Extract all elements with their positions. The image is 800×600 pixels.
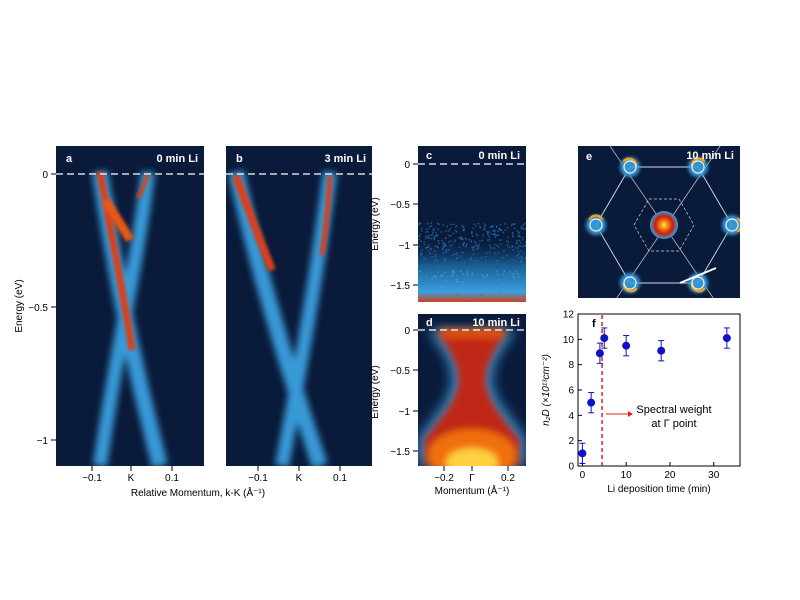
panel-d-letter: d (426, 317, 433, 329)
x-tick-label: 10 (621, 470, 633, 481)
x-tick-label: 30 (708, 470, 720, 481)
panel-f-marks (578, 314, 731, 466)
panel-b-x-tick: −0.1 (248, 473, 268, 484)
momentum-cut-line (679, 267, 717, 284)
panel-b-x-tick: K (296, 473, 303, 484)
panel-b-x-tick: 0.1 (333, 473, 347, 484)
panel-c-noise (418, 222, 526, 302)
panel-d-y-tick: 0 (404, 326, 410, 337)
panel-d-x-tick: −0.2 (434, 473, 454, 484)
y-tick-label: 2 (568, 436, 574, 447)
panel-a-x-tick: K (128, 473, 135, 484)
panel-b-x-axis: −0.1 K 0.1 (248, 466, 347, 484)
y-tick-label: 8 (568, 360, 574, 371)
panel-c-letter: c (426, 150, 432, 162)
panel-d-x-tick: Γ (469, 473, 475, 484)
panel-a-condition: 0 min Li (156, 153, 198, 165)
panel-a-x-tick: 0.1 (165, 473, 179, 484)
panel-c: c 0 min Li 0 −0.5 −1 −1.5 Energy (eV) (370, 146, 526, 302)
panel-b-letter: b (236, 153, 243, 165)
y-tick-label: 0 (568, 462, 574, 473)
panel-e-letter: e (586, 151, 592, 163)
panel-d-x-tick: 0.2 (501, 473, 515, 484)
data-point (600, 334, 609, 343)
data-point (595, 349, 604, 358)
panel-d-y-tick: −1 (399, 407, 411, 418)
panel-f: f 0 10 20 30 0 2 4 6 8 10 12 Spectral weight at Γ … (541, 310, 741, 495)
panel-d-y-axis: 0 −0.5 −1 −1.5 Energy (eV) (370, 326, 418, 458)
y-tick-label: 10 (563, 335, 575, 346)
panel-b-condition: 3 min Li (324, 153, 366, 165)
annotation-arrowhead (628, 411, 633, 417)
y-tick-label: 6 (568, 386, 574, 397)
panel-a-y-tick: 0 (42, 170, 48, 181)
panel-e-condition: 10 min Li (686, 150, 734, 162)
panel-d-y-tick: −0.5 (390, 366, 410, 377)
annotation-line-1: Spectral weight (636, 404, 711, 416)
panel-a-y-tick: −1 (37, 436, 49, 447)
panel-a-y-label: Energy (eV) (14, 279, 25, 332)
panel-a: a 0 min Li 0 −0.5 −1 Energy (eV) −0.1 K … (14, 146, 204, 484)
panel-b: b 3 min Li −0.1 K 0.1 (226, 146, 372, 484)
x-tick-label: 20 (664, 470, 676, 481)
panel-a-y-axis: 0 −0.5 −1 Energy (eV) (14, 170, 56, 447)
panel-c-y-tick: −0.5 (390, 200, 410, 211)
panel-c-y-tick: 0 (404, 160, 410, 171)
panel-c-y-tick: −1.5 (390, 281, 410, 292)
panel-f-y-label: n₂D (×10¹³cm⁻²) (541, 354, 552, 426)
panel-e: e 10 min Li (578, 146, 740, 298)
x-tick-label: 0 (580, 470, 586, 481)
panel-d: d 10 min Li 0 −0.5 −1 −1.5 Energy (eV) −… (370, 314, 526, 497)
panel-a-x-tick: −0.1 (82, 473, 102, 484)
panel-d-y-label: Energy (eV) (370, 365, 381, 418)
panel-f-letter: f (592, 318, 596, 330)
panel-d-x-label: Momentum (Å⁻¹) (435, 484, 510, 497)
data-point (578, 449, 587, 458)
panel-a-x-axis: −0.1 K 0.1 (82, 466, 179, 484)
gamma-point-pocket (650, 211, 678, 239)
panel-d-condition: 10 min Li (472, 317, 520, 329)
y-tick-label: 12 (563, 310, 575, 321)
y-tick-label: 4 (568, 411, 574, 422)
panels-ab-x-label: Relative Momentum, k-K (Å⁻¹) (131, 486, 265, 499)
panel-d-x-axis: −0.2 Γ 0.2 Momentum (Å⁻¹) (434, 466, 515, 497)
panel-f-x-label: Li deposition time (min) (607, 484, 710, 495)
annotation-line-2: at Γ point (651, 418, 696, 430)
panel-a-letter: a (66, 153, 73, 165)
panel-c-y-label: Energy (eV) (370, 197, 381, 250)
panel-c-y-tick: −1 (399, 241, 411, 252)
panel-d-y-tick: −1.5 (390, 447, 410, 458)
panel-f-axes: 0 10 20 30 0 2 4 6 8 10 12 (563, 310, 720, 482)
panel-c-condition: 0 min Li (478, 150, 520, 162)
data-point (657, 346, 666, 355)
panel-a-y-tick: −0.5 (28, 303, 48, 314)
data-point (722, 334, 731, 343)
panel-c-y-axis: 0 −0.5 −1 −1.5 Energy (eV) (370, 160, 418, 292)
data-point (587, 398, 596, 407)
data-point (622, 341, 631, 350)
